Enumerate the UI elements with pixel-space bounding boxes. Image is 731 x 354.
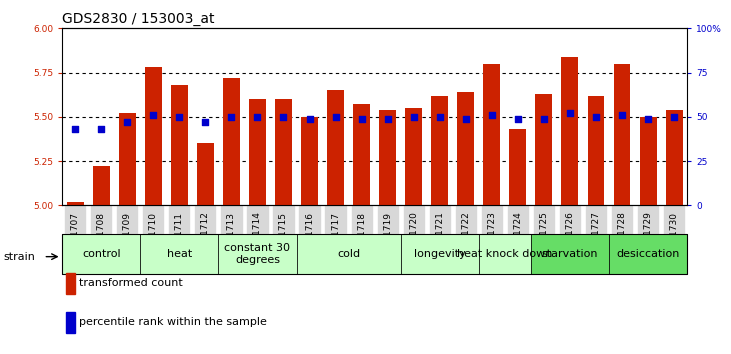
Point [616,112,628,118]
Text: control: control [82,249,121,259]
Bar [666,110,683,205]
Bar [405,108,423,205]
Bar [609,234,687,274]
Point [226,114,238,120]
Bar [118,113,136,205]
Bar [93,166,110,205]
Text: transformed count: transformed count [79,278,183,288]
Text: starvation: starvation [542,249,598,259]
Text: longevity: longevity [414,249,466,259]
Bar [297,234,401,274]
Bar [140,234,219,274]
Bar [379,110,396,205]
Bar [431,96,448,205]
Point [330,114,341,120]
Text: GDS2830 / 153003_at: GDS2830 / 153003_at [62,12,215,27]
Bar [275,99,292,205]
Point [303,116,315,121]
Point [590,114,602,120]
Bar [531,234,609,274]
Point [278,114,289,120]
Point [643,116,654,121]
Point [356,116,368,121]
Bar [223,78,240,205]
Bar [458,92,474,205]
Point [173,114,185,120]
Bar [588,96,605,205]
Text: cold: cold [337,249,360,259]
Text: percentile rank within the sample: percentile rank within the sample [79,317,267,327]
Point [251,114,263,120]
Bar [219,234,297,274]
Text: heat: heat [167,249,192,259]
Point [69,126,81,132]
Bar [561,57,578,205]
Text: desiccation: desiccation [616,249,680,259]
Point [148,112,159,118]
Bar [483,64,500,205]
Point [382,116,393,121]
Point [668,114,680,120]
Bar [171,85,188,205]
Text: heat knock down: heat knock down [457,249,553,259]
Bar [640,117,656,205]
Point [95,126,107,132]
Bar [535,94,553,205]
Bar [613,64,631,205]
Point [408,114,420,120]
Point [486,112,498,118]
Bar [249,99,266,205]
Point [564,110,576,116]
Bar [67,202,83,205]
Point [121,119,133,125]
Point [538,116,550,121]
Point [460,116,471,121]
Bar [197,143,214,205]
Bar [353,104,370,205]
Bar [479,234,531,274]
Point [200,119,211,125]
Bar [301,117,318,205]
Point [434,114,446,120]
Bar [510,129,526,205]
Point [512,116,523,121]
Bar [145,67,162,205]
Bar [62,234,140,274]
Bar [327,90,344,205]
Text: strain: strain [4,252,36,262]
Bar [401,234,479,274]
Text: constant 30
degrees: constant 30 degrees [224,243,290,265]
